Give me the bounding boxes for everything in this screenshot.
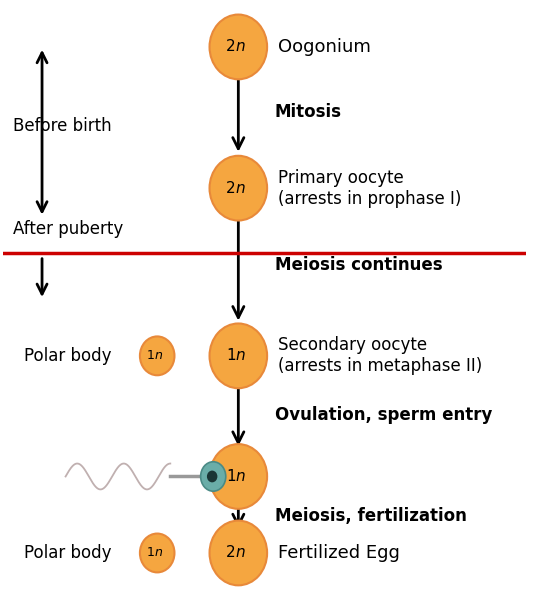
Circle shape bbox=[140, 336, 175, 375]
Text: 2: 2 bbox=[226, 39, 236, 55]
Text: 1: 1 bbox=[147, 349, 154, 362]
Circle shape bbox=[207, 470, 218, 482]
Circle shape bbox=[209, 156, 267, 220]
Text: Polar body: Polar body bbox=[24, 347, 111, 365]
Text: 2: 2 bbox=[226, 181, 236, 195]
Text: n: n bbox=[236, 39, 245, 55]
Text: n: n bbox=[154, 349, 163, 362]
Ellipse shape bbox=[201, 462, 226, 491]
Text: 1: 1 bbox=[226, 469, 236, 484]
Text: After puberty: After puberty bbox=[13, 220, 123, 238]
Text: Before birth: Before birth bbox=[13, 118, 112, 135]
Text: n: n bbox=[236, 181, 245, 195]
Text: Secondary oocyte
(arrests in metaphase II): Secondary oocyte (arrests in metaphase I… bbox=[277, 336, 482, 375]
Text: Meiosis continues: Meiosis continues bbox=[275, 255, 443, 274]
Circle shape bbox=[209, 444, 267, 509]
Circle shape bbox=[209, 520, 267, 585]
Text: 2: 2 bbox=[226, 545, 236, 561]
Text: n: n bbox=[154, 546, 163, 560]
Circle shape bbox=[209, 14, 267, 79]
Text: Meiosis, fertilization: Meiosis, fertilization bbox=[275, 507, 467, 525]
Circle shape bbox=[209, 324, 267, 388]
Text: Oogonium: Oogonium bbox=[277, 38, 370, 56]
Text: n: n bbox=[236, 469, 245, 484]
Text: Mitosis: Mitosis bbox=[275, 103, 342, 121]
Text: Ovulation, sperm entry: Ovulation, sperm entry bbox=[275, 406, 492, 424]
Text: Fertilized Egg: Fertilized Egg bbox=[277, 544, 399, 562]
Text: 1: 1 bbox=[147, 546, 154, 560]
Text: 1: 1 bbox=[226, 348, 236, 364]
Text: n: n bbox=[236, 545, 245, 561]
Text: Polar body: Polar body bbox=[24, 544, 111, 562]
Circle shape bbox=[140, 533, 175, 573]
Text: n: n bbox=[236, 348, 245, 364]
Text: Primary oocyte
(arrests in prophase I): Primary oocyte (arrests in prophase I) bbox=[277, 169, 461, 207]
